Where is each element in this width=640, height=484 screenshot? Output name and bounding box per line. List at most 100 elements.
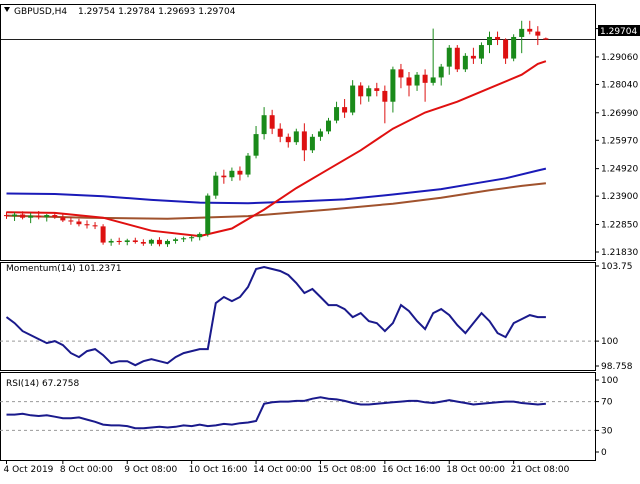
ma-slow-line (6, 182, 547, 220)
time-axis: 4 Oct 2019 8 Oct 00:00 9 Oct 08:00 10 Oct 1… (4, 460, 570, 475)
candle-body (430, 77, 436, 83)
time-tick-label: 18 Oct 00:00 (446, 465, 505, 475)
rsi-tick-label: 100 (601, 376, 618, 386)
candle-body (229, 170, 235, 178)
candle-body (116, 240, 122, 243)
candle-body (269, 115, 275, 129)
candle-body (92, 225, 98, 227)
candle-body (342, 107, 348, 113)
momentum-tick-label: 103.75 (601, 262, 633, 272)
candle-body (84, 224, 90, 226)
candle-body (100, 226, 106, 243)
candle-body (519, 28, 525, 37)
candle-body (52, 215, 58, 218)
rsi-tick-label: 70 (601, 398, 613, 408)
candle-body (253, 134, 259, 156)
candle-body (438, 66, 444, 78)
candle-body (156, 239, 162, 245)
candle-body (454, 47, 460, 70)
candle-body (4, 215, 9, 217)
candle-body (181, 238, 187, 240)
pane-frame-main (0, 4, 596, 261)
candle-body (261, 115, 267, 135)
current-price-label: 1.29704 (600, 27, 637, 37)
candle-body (350, 85, 356, 113)
price-tick-label: 1.24920 (601, 165, 638, 175)
candle-body (132, 240, 138, 243)
candle-body (334, 107, 340, 121)
price-tick-label: 1.23900 (601, 192, 638, 202)
candle-body (213, 175, 219, 196)
candle-body (422, 74, 428, 83)
candle-body (173, 239, 179, 241)
symbol-title: GBPUSD,H4 (14, 7, 67, 17)
ma-fast-line (6, 60, 547, 238)
time-tick-label: 15 Oct 08:00 (317, 465, 376, 475)
time-tick-label: 16 Oct 16:00 (382, 465, 441, 475)
price-tick-label: 1.21830 (601, 248, 638, 258)
candle-body (140, 242, 146, 244)
candle-body (277, 128, 283, 137)
candle-body (503, 39, 509, 59)
candle-body (470, 55, 476, 59)
momentum-tick-label: 100 (601, 337, 618, 347)
candle-body (189, 237, 195, 239)
candle-body (390, 69, 396, 102)
price-tick-label: 1.28040 (601, 80, 638, 90)
candle-body (478, 45, 484, 59)
candle-body (44, 215, 50, 218)
candle-body (165, 240, 170, 245)
candle-body (326, 120, 331, 132)
candle-body (68, 220, 74, 222)
candle-body (108, 240, 114, 243)
collapse-triangle-icon[interactable] (4, 7, 10, 12)
candle-body (398, 69, 404, 78)
candle-body (301, 131, 307, 151)
candle-body (414, 74, 420, 86)
momentum-line (5, 265, 546, 367)
candle-body (495, 36, 501, 40)
candle-body (28, 215, 34, 218)
candle-body (487, 36, 492, 46)
pane-frame-rsi (0, 372, 596, 461)
candle-body (237, 170, 243, 175)
pane-frame-mom (0, 262, 596, 371)
rsi-line (6, 396, 546, 430)
candle-body (293, 131, 299, 143)
candle-body (285, 136, 291, 143)
momentum-title: Momentum(14) 101.2371 (6, 264, 122, 274)
candle-body (205, 195, 211, 234)
candle-body (317, 131, 323, 137)
candle-body (148, 239, 154, 244)
level-lines (0, 39, 595, 431)
time-tick-label: 10 Oct 16:00 (189, 465, 248, 475)
time-tick-label: 21 Oct 08:00 (511, 465, 570, 475)
candle-body (60, 217, 66, 221)
ohlc-values: 1.29754 1.29784 1.29693 1.29704 (78, 7, 236, 17)
candle-body (20, 214, 26, 218)
time-tick-label: 14 Oct 00:00 (253, 465, 312, 475)
time-tick-label: 4 Oct 2019 (4, 465, 54, 475)
candle-body (543, 38, 549, 40)
candle-body (366, 88, 372, 97)
rsi-title: RSI(14) 67.2758 (6, 379, 79, 389)
candlestick-series (4, 20, 549, 247)
price-tick-label: 1.26990 (601, 109, 638, 119)
candle-body (124, 240, 130, 243)
current-price-label-bg (598, 25, 640, 36)
price-tick-label: 1.22850 (601, 220, 638, 230)
candle-body (382, 90, 388, 102)
price-axis: 1.301101.290601.280401.269901.259701.249… (595, 25, 638, 458)
price-tick-label: 1.29060 (601, 53, 638, 63)
pane-frames (0, 4, 596, 461)
candle-body (527, 28, 533, 32)
candle-body (406, 77, 412, 86)
candle-body (12, 214, 18, 217)
candle-body (36, 215, 42, 218)
rsi-tick-label: 0 (601, 448, 607, 458)
candle-body (446, 47, 452, 67)
candle-body (76, 221, 82, 225)
momentum-tick-label: 98.758 (601, 362, 633, 372)
